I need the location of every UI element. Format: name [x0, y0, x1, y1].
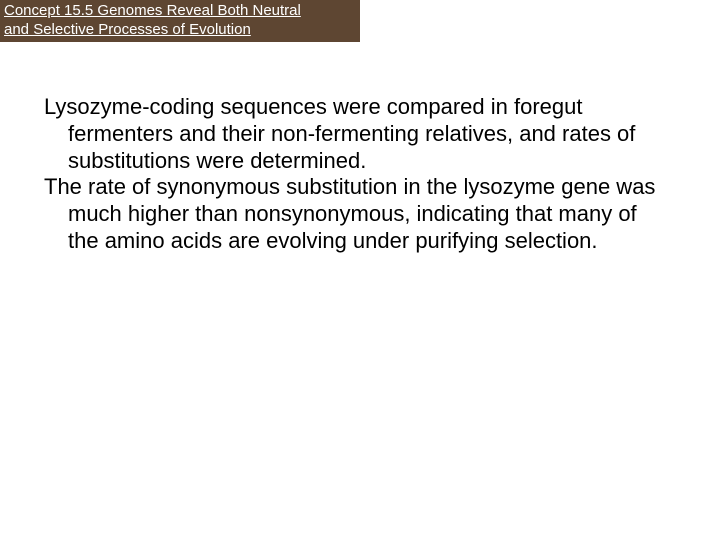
paragraph-1: Lysozyme-coding sequences were compared …: [44, 94, 664, 174]
concept-title-line2: and Selective Processes of Evolution: [4, 21, 356, 40]
concept-title-line1: Concept 15.5 Genomes Reveal Both Neutral: [4, 2, 356, 21]
body-text-area: Lysozyme-coding sequences were compared …: [44, 94, 664, 255]
header-bar: Concept 15.5 Genomes Reveal Both Neutral…: [0, 0, 360, 42]
paragraph-2: The rate of synonymous substitution in t…: [44, 174, 664, 254]
slide: Concept 15.5 Genomes Reveal Both Neutral…: [0, 0, 720, 540]
